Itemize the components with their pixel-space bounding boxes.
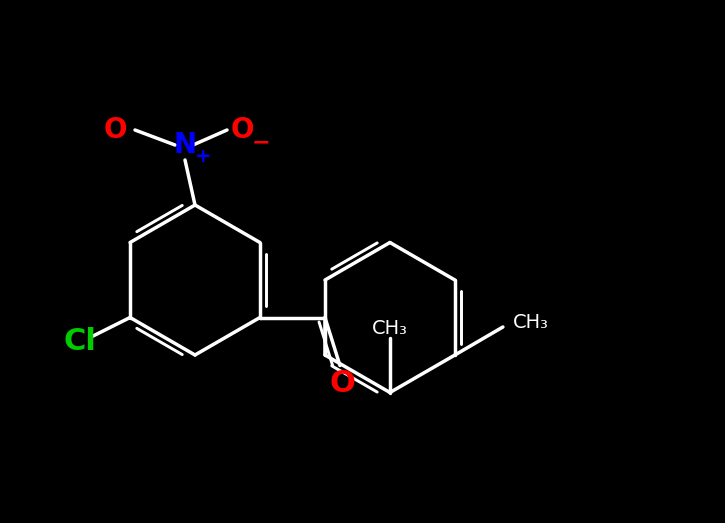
Text: CH₃: CH₃ [513, 313, 549, 332]
Text: Cl: Cl [64, 326, 96, 356]
Text: O: O [103, 116, 127, 144]
Text: N: N [173, 131, 196, 159]
Text: −: − [252, 132, 270, 152]
Text: +: + [195, 147, 211, 166]
Text: O: O [231, 116, 254, 144]
Text: CH₃: CH₃ [372, 320, 408, 338]
Text: O: O [329, 369, 355, 398]
